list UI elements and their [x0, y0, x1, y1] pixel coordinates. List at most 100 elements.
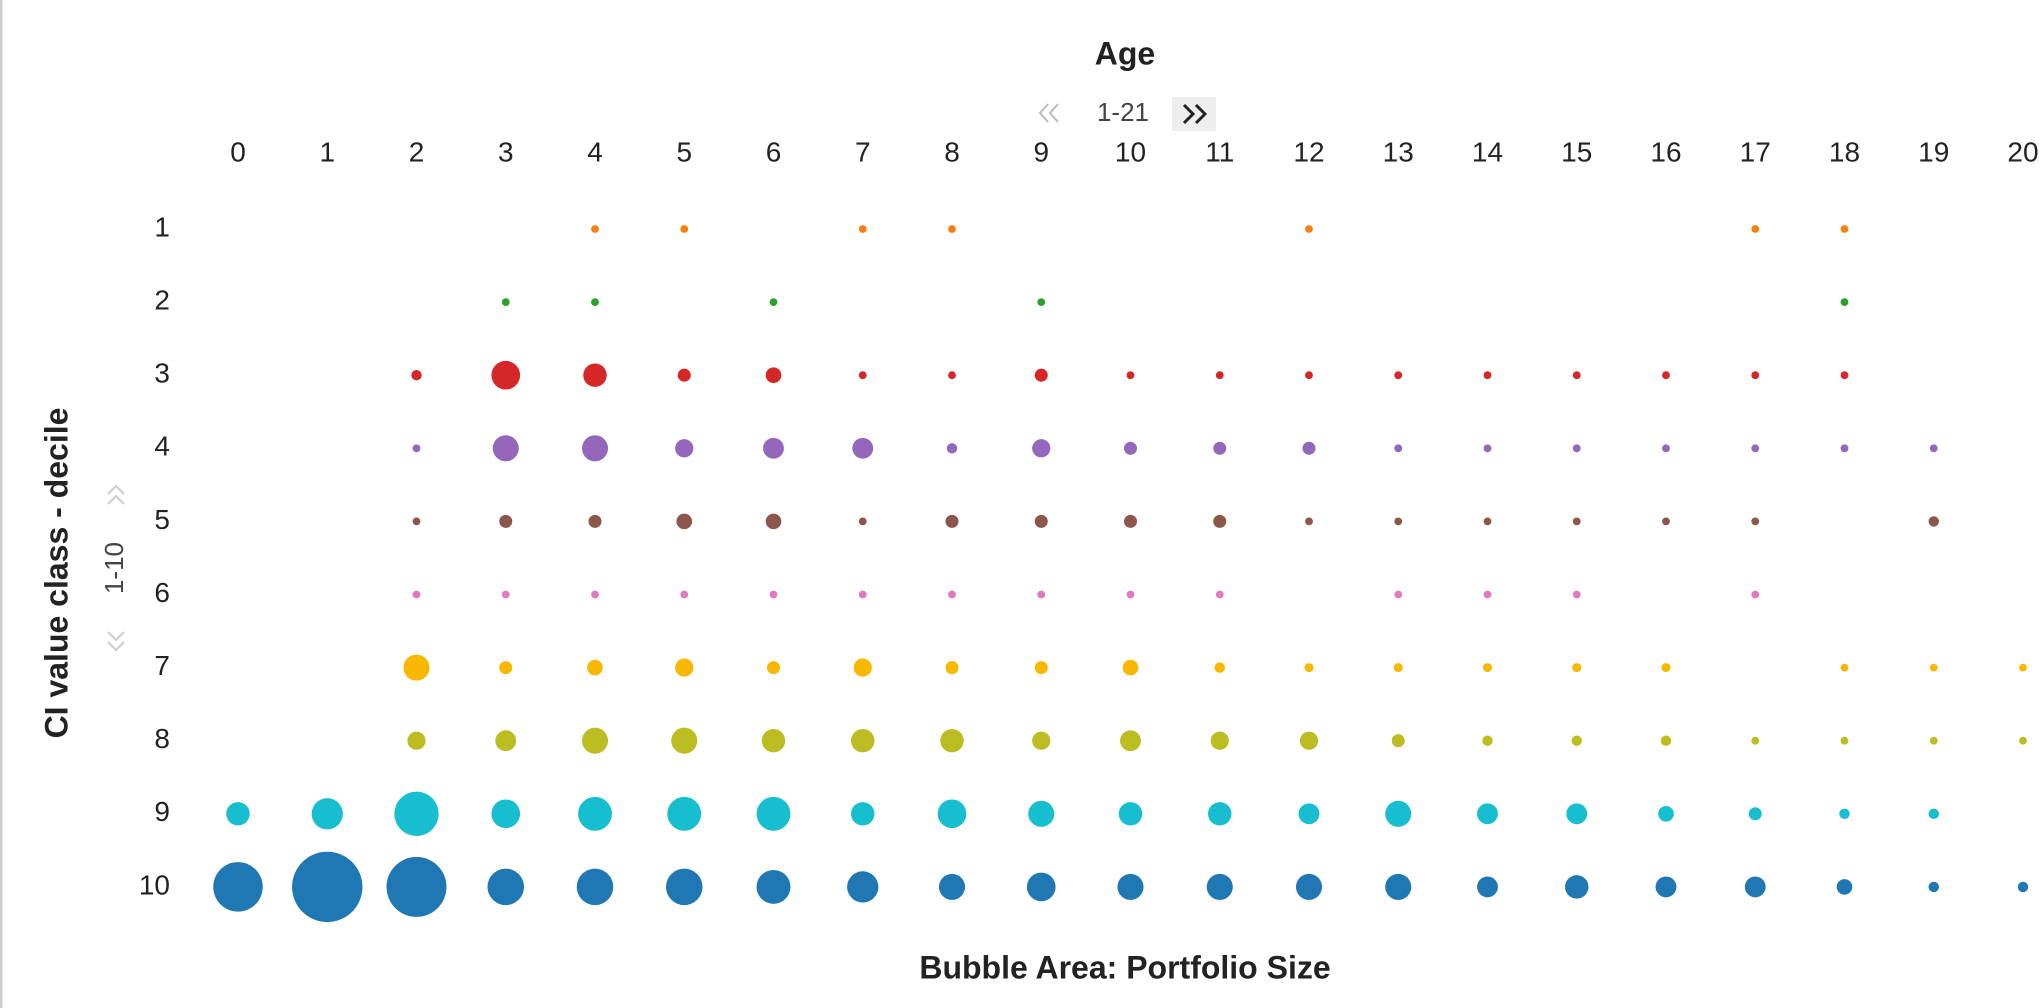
next-page-icon[interactable]	[1194, 103, 1208, 125]
bubble	[501, 590, 510, 599]
bubble	[1215, 371, 1224, 380]
bubble	[666, 868, 703, 906]
bubble	[292, 851, 363, 923]
bubble	[311, 798, 343, 830]
bubble	[1037, 298, 1046, 307]
x-tick-label: 14	[1472, 136, 1503, 167]
x-tick-label: 12	[1293, 136, 1324, 167]
y-tick-label: 7	[154, 650, 170, 681]
bubble	[499, 661, 513, 675]
x-tick-label: 16	[1650, 136, 1681, 167]
bubble	[680, 225, 689, 233]
bubble	[1751, 590, 1760, 599]
bubble	[591, 225, 599, 233]
bubble	[1836, 879, 1853, 895]
bubble	[1928, 808, 1939, 820]
bubble	[1840, 298, 1849, 307]
bubble	[1385, 873, 1412, 900]
x-tick-label: 1	[319, 136, 335, 167]
bubble	[411, 369, 422, 381]
bubble	[1477, 876, 1498, 898]
bubble	[1305, 225, 1313, 233]
bubble	[851, 802, 875, 826]
bubble	[1840, 444, 1849, 453]
prev-page-icon[interactable]	[107, 494, 125, 505]
bubble	[756, 869, 791, 904]
bubble	[1483, 517, 1492, 526]
bubble	[937, 799, 967, 829]
bubble	[412, 444, 421, 453]
bubble	[946, 443, 958, 454]
bubble	[591, 590, 599, 599]
prev-page-icon[interactable]	[1038, 103, 1049, 123]
x-tick-label: 15	[1561, 136, 1592, 167]
y-tick-label: 6	[154, 577, 170, 608]
bubble	[675, 658, 694, 677]
bubble	[1662, 371, 1670, 380]
bubble	[386, 856, 447, 917]
bubble	[1305, 371, 1313, 380]
bubble	[1118, 802, 1143, 826]
x-tick-label: 7	[855, 136, 871, 167]
bubble	[675, 439, 694, 458]
next-page-icon[interactable]	[107, 631, 125, 642]
bubble	[756, 796, 791, 831]
bubble	[1208, 802, 1232, 826]
bubble	[412, 590, 421, 599]
bubble	[1302, 441, 1316, 455]
bubble	[1572, 590, 1581, 599]
x-tick-label: 2	[409, 136, 425, 167]
bubble	[1658, 805, 1674, 822]
bubble	[940, 728, 964, 753]
bubble	[938, 873, 966, 900]
bubble	[769, 590, 778, 599]
bubble	[858, 371, 867, 380]
y-tick-label: 3	[154, 358, 170, 389]
prev-page-icon[interactable]	[1048, 103, 1059, 123]
bubble	[1126, 590, 1135, 599]
bubble	[1483, 371, 1492, 380]
next-page-icon[interactable]	[1182, 103, 1196, 125]
bubble	[1028, 800, 1055, 827]
bubble	[1929, 444, 1938, 453]
x-tick-label: 3	[498, 136, 514, 167]
bubble	[581, 727, 609, 754]
bubble	[1751, 517, 1760, 526]
x-tick-label: 13	[1383, 136, 1414, 167]
bubble	[1477, 803, 1498, 825]
bubble	[1034, 514, 1048, 528]
prev-page-icon[interactable]	[107, 484, 125, 495]
bubble	[1929, 663, 1938, 672]
bubble	[858, 225, 867, 233]
bubble	[1748, 807, 1762, 821]
bubble	[583, 363, 607, 387]
bubble	[576, 868, 614, 906]
bubble	[1840, 371, 1849, 380]
bubble	[1026, 872, 1056, 902]
bubble	[1206, 873, 1233, 900]
next-page-icon[interactable]	[107, 641, 125, 652]
bubble	[858, 590, 867, 599]
bubble	[578, 796, 612, 831]
bubble	[407, 731, 426, 750]
bubble	[1840, 736, 1849, 745]
bubble	[1660, 735, 1672, 746]
bubble	[1751, 371, 1760, 380]
bubble	[1751, 444, 1760, 453]
bubble	[491, 360, 521, 390]
bubble	[1662, 444, 1670, 453]
bubble	[491, 799, 521, 829]
bubble	[1572, 444, 1581, 453]
bubble	[671, 727, 698, 754]
bubble	[1572, 663, 1582, 673]
bubble	[1393, 663, 1403, 673]
x-tick-label: 18	[1829, 136, 1860, 167]
x-tick-label: 19	[1918, 136, 1949, 167]
x-tick-label: 17	[1740, 136, 1771, 167]
bubble	[213, 862, 263, 912]
bubble	[1929, 736, 1938, 745]
bubble	[847, 871, 879, 903]
bubble	[1483, 590, 1492, 599]
bubble	[667, 796, 702, 831]
